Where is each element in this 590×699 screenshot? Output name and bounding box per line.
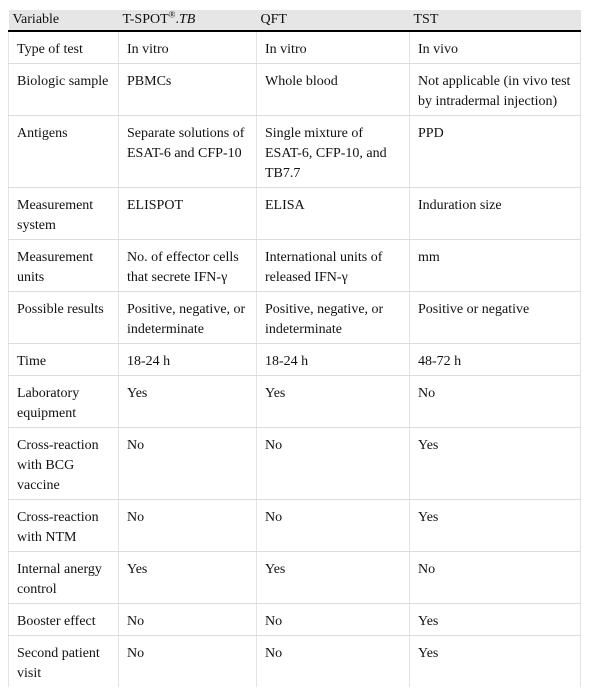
- header-qft: QFT: [256, 10, 410, 32]
- cell-qft: In vitro: [256, 31, 410, 64]
- header-tspot-italic: TB: [179, 12, 196, 27]
- cell-variable: Cross-reaction with NTM: [8, 499, 119, 552]
- cell-tspot: In vitro: [118, 31, 257, 64]
- cell-tst: Not applicable (in vivo test by intrader…: [409, 63, 581, 116]
- cell-tst: No: [409, 551, 581, 604]
- cell-tspot: Yes: [118, 375, 257, 428]
- table-row: Measurement system ELISPOT ELISA Induration…: [8, 187, 581, 240]
- cell-tspot: ELISPOT: [118, 187, 257, 240]
- cell-variable: Antigens: [8, 115, 119, 188]
- table-header: Variable T-SPOT®.TB QFT TST: [8, 9, 581, 32]
- cell-variable: Laboratory equipment: [8, 375, 119, 428]
- table-row: Type of test In vitro In vitro In vivo: [8, 31, 581, 64]
- header-tspot-main: T-SPOT: [122, 12, 169, 27]
- cell-qft: No: [256, 427, 410, 500]
- cell-tst: 48-72 h: [409, 343, 581, 376]
- cell-tst: PPD: [409, 115, 581, 188]
- cell-qft: 18-24 h: [256, 343, 410, 376]
- header-variable: Variable: [8, 10, 119, 32]
- table-row: Biologic sample PBMCs Whole blood Not appli…: [8, 63, 581, 116]
- cell-qft: International units of released IFN-γ: [256, 239, 410, 292]
- cell-tspot: PBMCs: [118, 63, 257, 116]
- cell-tspot: Separate solutions of ESAT-6 and CFP-10: [118, 115, 257, 188]
- cell-variable: Internal anergy control: [8, 551, 119, 604]
- cell-tspot: 18-24 h: [118, 343, 257, 376]
- header-tspot-dot: .: [175, 12, 180, 27]
- cell-tspot: No: [118, 427, 257, 500]
- cell-variable: Booster effect: [8, 603, 119, 636]
- cell-variable: Measurement units: [8, 239, 119, 292]
- cell-qft: ELISA: [256, 187, 410, 240]
- cell-tspot: No. of effector cells that secrete IFN-γ: [118, 239, 257, 292]
- table-body: Type of test In vitro In vitro In vivo Biolo…: [8, 31, 581, 687]
- table-row: Second patient visit No No Yes: [8, 635, 581, 687]
- comparison-table-container: Variable T-SPOT®.TB QFT TST Type of test…: [8, 10, 581, 687]
- cell-tspot: Positive, negative, or indeterminate: [118, 291, 257, 344]
- cell-tspot: No: [118, 499, 257, 552]
- table-row: Laboratory equipment Yes Yes No: [8, 375, 581, 428]
- cell-tspot: No: [118, 603, 257, 636]
- cell-qft: Single mixture of ESAT-6, CFP-10, and TB…: [256, 115, 410, 188]
- header-tspot-registered-mark: ®: [168, 9, 176, 20]
- header-row: Variable T-SPOT®.TB QFT TST: [8, 9, 581, 32]
- table-row: Possible results Positive, negative, or i…: [8, 291, 581, 344]
- cell-tspot: Yes: [118, 551, 257, 604]
- comparison-table: Variable T-SPOT®.TB QFT TST Type of test…: [8, 10, 581, 687]
- header-tspot: T-SPOT®.TB: [118, 9, 257, 32]
- cell-qft: Yes: [256, 551, 410, 604]
- table-row: Cross-reaction with NTM No No Yes: [8, 499, 581, 552]
- cell-qft: No: [256, 603, 410, 636]
- cell-tst: Induration size: [409, 187, 581, 240]
- cell-variable: Second patient visit: [8, 635, 119, 687]
- cell-tspot: No: [118, 635, 257, 687]
- cell-tst: Yes: [409, 427, 581, 500]
- cell-qft: Positive, negative, or indeterminate: [256, 291, 410, 344]
- cell-tst: Yes: [409, 635, 581, 687]
- table-row: Time 18-24 h 18-24 h 48-72 h: [8, 343, 581, 376]
- cell-variable: Possible results: [8, 291, 119, 344]
- cell-variable: Time: [8, 343, 119, 376]
- cell-variable: Type of test: [8, 31, 119, 64]
- table-row: Measurement units No. of effector cells t…: [8, 239, 581, 292]
- cell-variable: Cross-reaction with BCG vaccine: [8, 427, 119, 500]
- table-row: Cross-reaction with BCG vaccine No No Yes: [8, 427, 581, 500]
- cell-tst: In vivo: [409, 31, 581, 64]
- cell-qft: Yes: [256, 375, 410, 428]
- cell-qft: No: [256, 635, 410, 687]
- table-row: Internal anergy control Yes Yes No: [8, 551, 581, 604]
- cell-qft: Whole blood: [256, 63, 410, 116]
- cell-tst: mm: [409, 239, 581, 292]
- cell-tst: Yes: [409, 499, 581, 552]
- cell-qft: No: [256, 499, 410, 552]
- cell-tst: Positive or negative: [409, 291, 581, 344]
- cell-variable: Biologic sample: [8, 63, 119, 116]
- cell-variable: Measurement system: [8, 187, 119, 240]
- table-row: Antigens Separate solutions of ESAT-6 and…: [8, 115, 581, 188]
- table-row: Booster effect No No Yes: [8, 603, 581, 636]
- header-tst: TST: [409, 10, 581, 32]
- cell-tst: Yes: [409, 603, 581, 636]
- cell-tst: No: [409, 375, 581, 428]
